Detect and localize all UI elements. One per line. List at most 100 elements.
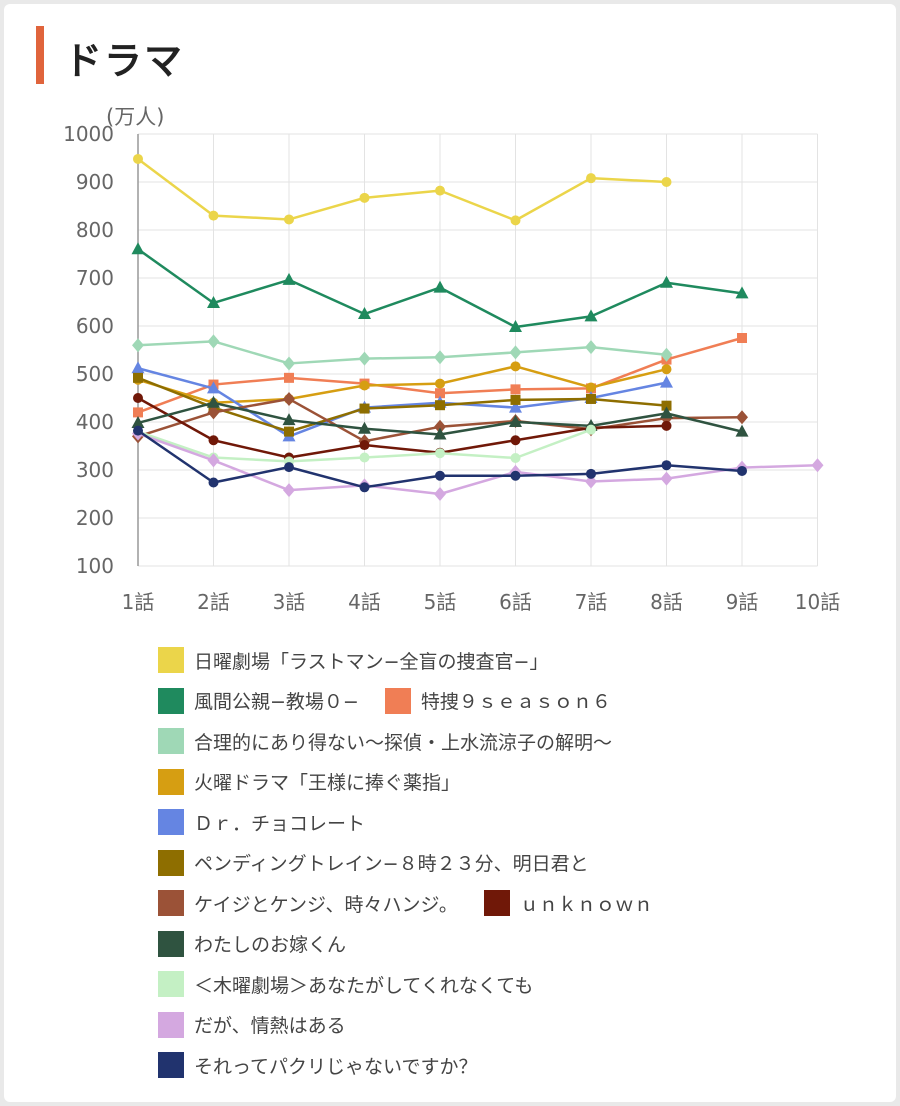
x-tick-label: 6話 bbox=[499, 590, 532, 614]
legend-swatch bbox=[158, 971, 184, 998]
title-accent-bar bbox=[36, 26, 44, 84]
legend-swatch bbox=[158, 1011, 184, 1038]
legend-label: それってパクリじゃないですか？ bbox=[194, 1055, 478, 1078]
data-point-s4 bbox=[586, 382, 596, 393]
data-point-s8 bbox=[208, 435, 219, 446]
data-point-s6 bbox=[284, 426, 294, 437]
legend-label: Ｄｒ．チョコレート bbox=[194, 812, 366, 835]
data-point-s1 bbox=[358, 307, 371, 319]
data-point-s12 bbox=[737, 465, 747, 476]
legend-item[interactable]: ＜木曜劇場＞あなたがしてくれなくても bbox=[158, 971, 533, 998]
data-point-s2 bbox=[435, 388, 445, 399]
legend-item[interactable]: ペンディングトレイン−８時２３分、明日君と bbox=[158, 849, 589, 876]
legend-item[interactable]: わたしのお嫁くん bbox=[158, 930, 346, 957]
data-point-s10 bbox=[586, 424, 596, 435]
data-point-s9 bbox=[207, 395, 220, 408]
x-tick-label: 4話 bbox=[348, 590, 381, 614]
data-point-s2 bbox=[284, 372, 294, 383]
series-line-6 bbox=[137, 376, 667, 433]
legend-row: わたしのお嫁くん bbox=[158, 924, 858, 965]
data-point-s2 bbox=[737, 333, 747, 343]
legend-item[interactable]: 特捜９ｓｅａｓｏｎ６ bbox=[384, 687, 611, 714]
x-tick-label: 10話 bbox=[795, 590, 840, 614]
data-point-s0 bbox=[435, 185, 445, 196]
series-line-11 bbox=[137, 432, 818, 496]
legend-label: ＜木曜劇場＞あなたがしてくれなくても bbox=[194, 974, 534, 997]
data-point-s9 bbox=[282, 413, 296, 426]
data-point-s8 bbox=[359, 440, 370, 451]
x-tick-label: 3話 bbox=[273, 590, 306, 614]
data-point-s4 bbox=[435, 378, 445, 389]
data-point-s8 bbox=[510, 435, 521, 446]
data-point-s0 bbox=[208, 210, 219, 221]
data-point-s0 bbox=[284, 214, 294, 225]
data-point-s1 bbox=[433, 280, 447, 293]
data-point-s8 bbox=[133, 393, 143, 403]
x-tick-label: 8話 bbox=[650, 590, 683, 614]
legend-item[interactable]: それってパクリじゃないですか？ bbox=[158, 1052, 477, 1079]
data-point-s5 bbox=[131, 361, 145, 374]
legend-label: 火曜ドラマ「王様に捧ぐ薬指」 bbox=[194, 772, 461, 795]
legend-row: 日曜劇場「ラストマン−全盲の捜査官−」 bbox=[158, 640, 858, 681]
data-point-s0 bbox=[359, 192, 370, 203]
data-point-s0 bbox=[133, 153, 143, 164]
legend-item[interactable]: だが、情熱はある bbox=[158, 1011, 346, 1038]
legend-row: 合理的にあり得ない〜探偵・上水流涼子の解明〜 bbox=[158, 721, 858, 762]
y-tick-label: 600 bbox=[76, 314, 114, 338]
legend-item[interactable]: Ｄｒ．チョコレート bbox=[158, 809, 365, 836]
x-tick-label: 9話 bbox=[726, 590, 759, 614]
data-point-s3 bbox=[132, 338, 144, 353]
data-point-s6 bbox=[435, 400, 445, 411]
legend-row: それってパクリじゃないですか？ bbox=[158, 1045, 858, 1086]
line-chart: 100 200 300 400 500 600 700 800 900 1000 1話 2話 3話 4話 5… bbox=[63, 105, 840, 614]
data-point-s9 bbox=[131, 415, 145, 428]
legend-swatch bbox=[158, 849, 184, 876]
data-point-s6 bbox=[359, 403, 370, 414]
legend-item[interactable]: 火曜ドラマ「王様に捧ぐ薬指」 bbox=[158, 768, 460, 795]
legend-row: 火曜ドラマ「王様に捧ぐ薬指」 bbox=[158, 762, 858, 803]
data-point-s12 bbox=[661, 460, 672, 471]
legend-label: 合理的にあり得ない〜探偵・上水流涼子の解明〜 bbox=[194, 731, 613, 754]
legend-item[interactable]: ケイジとケンジ、時々ハンジ。 bbox=[158, 890, 458, 917]
series-line-8 bbox=[137, 396, 667, 459]
data-point-s8 bbox=[661, 420, 672, 431]
legend-item[interactable]: 合理的にあり得ない〜探偵・上水流涼子の解明〜 bbox=[158, 728, 612, 755]
page-title: ドラマ bbox=[64, 39, 185, 83]
data-point-s0 bbox=[661, 177, 672, 187]
data-point-s12 bbox=[284, 462, 294, 473]
data-point-s6 bbox=[133, 372, 143, 383]
data-point-s9 bbox=[735, 424, 749, 437]
data-point-s1 bbox=[735, 286, 749, 299]
data-point-s6 bbox=[586, 393, 596, 404]
data-point-s0 bbox=[510, 215, 521, 226]
chart-legend: 日曜劇場「ラストマン−全盲の捜査官−」 風間公親−教場０− 特捜９ｓｅａｓｏｎ６ 合理… bbox=[158, 640, 858, 1086]
data-point-s10 bbox=[359, 452, 370, 463]
data-point-s0 bbox=[586, 173, 596, 184]
legend-row: 風間公親−教場０− 特捜９ｓｅａｓｏｎ６ bbox=[158, 681, 858, 722]
series-line-0 bbox=[137, 157, 667, 222]
data-point-s3 bbox=[585, 340, 597, 355]
data-point-s6 bbox=[510, 394, 521, 405]
legend-label: だが、情熱はある bbox=[194, 1015, 346, 1038]
data-point-s5 bbox=[660, 375, 673, 388]
y-tick-label: 800 bbox=[76, 218, 114, 242]
y-tick-label: 400 bbox=[76, 410, 114, 434]
y-tick-label: 1000 bbox=[63, 122, 114, 146]
data-point-s9 bbox=[433, 427, 447, 440]
legend-item[interactable]: 日曜劇場「ラストマン−全盲の捜査官−」 bbox=[158, 647, 548, 674]
data-point-s11 bbox=[434, 487, 446, 501]
legend-swatch bbox=[158, 768, 184, 795]
legend-swatch bbox=[158, 809, 184, 836]
data-point-s12 bbox=[586, 468, 596, 479]
legend-item[interactable]: ｕｎｋｎｏｗｎ bbox=[483, 890, 653, 917]
data-point-s4 bbox=[359, 380, 370, 391]
x-tick-label: 1話 bbox=[122, 590, 155, 614]
y-tick-label: 500 bbox=[76, 362, 114, 386]
data-point-s1 bbox=[509, 319, 522, 332]
data-point-s3 bbox=[283, 356, 295, 371]
data-point-s7 bbox=[736, 410, 748, 425]
legend-item[interactable]: 風間公親−教場０− bbox=[158, 687, 359, 714]
data-point-s1 bbox=[584, 309, 598, 322]
data-point-s3 bbox=[660, 347, 673, 362]
data-point-s12 bbox=[359, 482, 370, 493]
